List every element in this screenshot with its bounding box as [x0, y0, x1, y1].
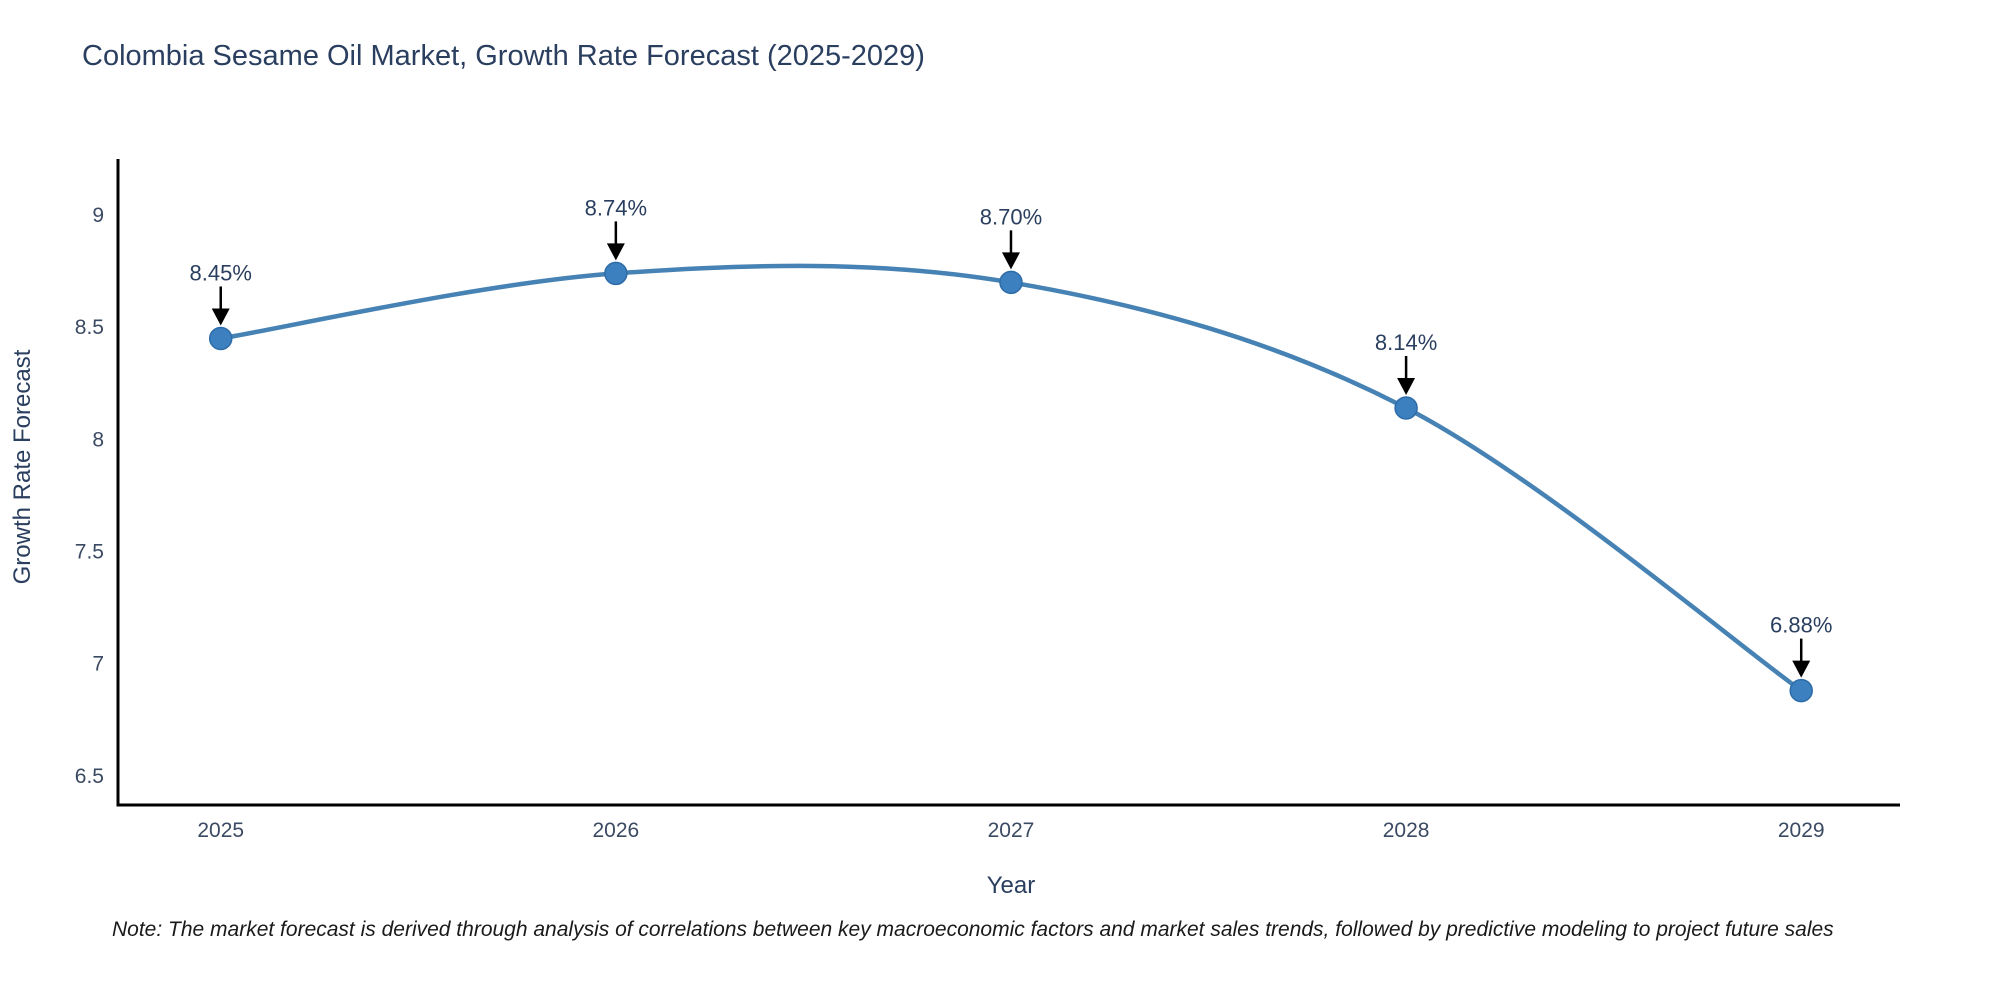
y-tick-label: 8: [92, 428, 104, 451]
chart-title: Colombia Sesame Oil Market, Growth Rate …: [82, 40, 925, 72]
annotation-arrowhead: [1397, 377, 1416, 395]
x-tick-label: 2027: [988, 819, 1035, 842]
data-point-marker: [1394, 396, 1418, 420]
x-tick-label: 2028: [1383, 819, 1430, 842]
x-tick-label: 2029: [1778, 819, 1825, 842]
point-annotation: 8.70%: [980, 204, 1042, 229]
y-tick-label: 8.5: [75, 316, 104, 339]
y-tick-label: 6.5: [75, 765, 104, 788]
series-line: [218, 263, 1804, 693]
annotation-arrowhead: [1792, 660, 1811, 678]
data-point-marker: [999, 270, 1023, 295]
y-tick-label: 7: [92, 653, 104, 676]
x-tick-label: 2025: [197, 819, 244, 842]
x-axis-title: Year: [987, 872, 1036, 899]
footnote: Note: The market forecast is derived thr…: [112, 918, 1834, 941]
data-point-marker: [604, 261, 628, 286]
y-axis-title: Growth Rate Forecast: [9, 349, 36, 584]
point-annotation: 8.74%: [585, 195, 647, 220]
annotation-arrowhead: [606, 243, 625, 261]
x-tick-label: 2026: [592, 819, 639, 842]
data-point-marker: [208, 326, 233, 351]
annotation-arrowhead: [211, 308, 230, 326]
point-annotation: 8.14%: [1375, 330, 1437, 355]
annotation-arrowhead: [1001, 252, 1020, 270]
y-tick-label: 9: [92, 204, 104, 227]
y-tick-label: 7.5: [75, 541, 104, 564]
point-annotation: 6.88%: [1770, 613, 1832, 638]
data-point-marker: [1789, 678, 1813, 703]
point-annotation: 8.45%: [190, 260, 252, 285]
